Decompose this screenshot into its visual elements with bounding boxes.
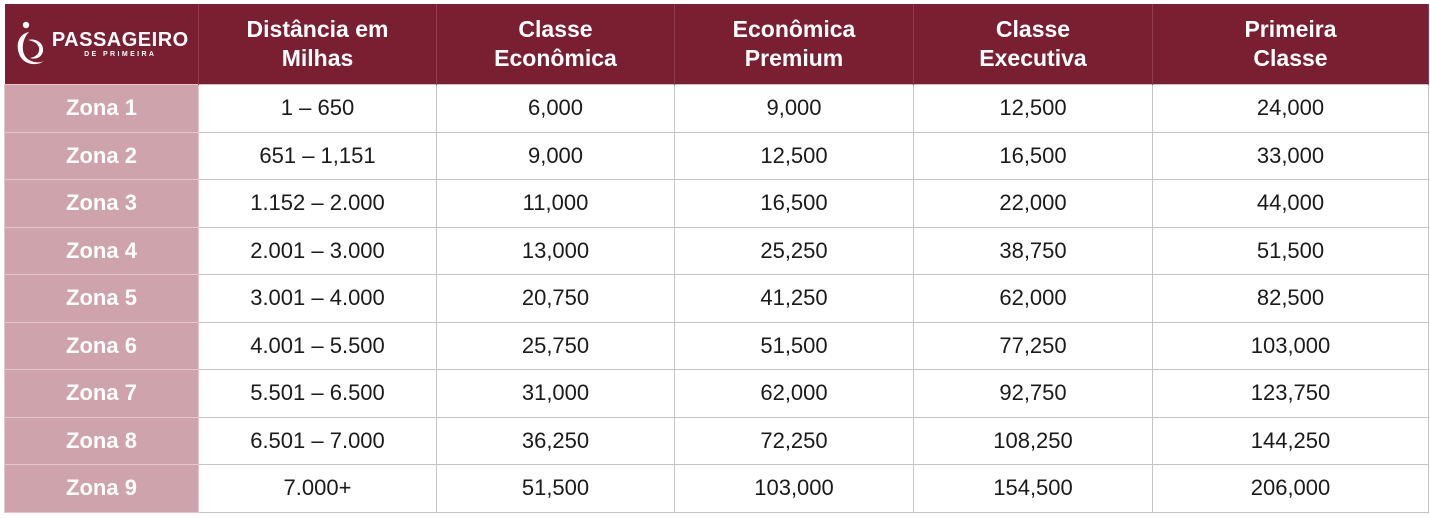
premium-economy-cell: 25,250 (674, 226, 914, 275)
zone-label: Zona 1 (4, 84, 199, 133)
brand-name: PASSAGEIRO (51, 28, 189, 51)
zone-label: Zona 4 (4, 226, 199, 275)
distance-cell: 1 – 650 (198, 84, 437, 133)
business-cell: 154,500 (913, 464, 1153, 513)
first-class-cell: 123,750 (1152, 369, 1429, 418)
distance-cell: 2.001 – 3.000 (198, 226, 437, 275)
economy-cell: 13,000 (436, 226, 675, 275)
column-header-line: Classe (518, 16, 593, 42)
economy-cell: 6,000 (436, 84, 675, 133)
economy-cell: 36,250 (436, 416, 675, 465)
economy-cell: 51,500 (436, 464, 675, 513)
premium-economy-cell: 103,000 (674, 464, 914, 513)
first-class-cell: 44,000 (1152, 179, 1429, 228)
column-header-line: Classe (1253, 45, 1328, 71)
business-cell: 22,000 (913, 179, 1153, 228)
distance-cell: 651 – 1,151 (198, 131, 437, 180)
business-cell: 77,250 (913, 321, 1153, 370)
zone-label: Zona 9 (4, 464, 199, 513)
premium-economy-cell: 9,000 (674, 84, 914, 133)
economy-cell: 11,000 (436, 179, 675, 228)
first-class-cell: 24,000 (1152, 84, 1429, 133)
economy-cell: 9,000 (436, 131, 675, 180)
table-row: Zona 3 1.152 – 2.000 11,000 16,500 22,00… (4, 179, 1429, 228)
column-header-line: Econômica (732, 16, 856, 42)
economy-cell: 20,750 (436, 274, 675, 323)
brand-wordmark: PASSAGEIRO DE PRIMEIRA (52, 30, 189, 59)
premium-economy-cell: 12,500 (674, 131, 914, 180)
column-header-line: Executiva (979, 45, 1087, 71)
column-header-premium-economy: Econômica Premium (674, 4, 914, 85)
economy-cell: 25,750 (436, 321, 675, 370)
column-header-line: Econômica (494, 45, 617, 71)
column-header-distance: Distância em Milhas (198, 4, 437, 85)
business-cell: 38,750 (913, 226, 1153, 275)
table-row: Zona 4 2.001 – 3.000 13,000 25,250 38,75… (4, 226, 1429, 275)
distance-cell: 1.152 – 2.000 (198, 179, 437, 228)
business-cell: 92,750 (913, 369, 1153, 418)
premium-economy-cell: 51,500 (674, 321, 914, 370)
zone-label: Zona 7 (4, 369, 199, 418)
premium-economy-cell: 41,250 (674, 274, 914, 323)
table-row: Zona 9 7.000+ 51,500 103,000 154,500 206… (4, 464, 1429, 513)
zone-label: Zona 5 (4, 274, 199, 323)
first-class-cell: 103,000 (1152, 321, 1429, 370)
zone-label: Zona 3 (4, 179, 199, 228)
table-header: PASSAGEIRO DE PRIMEIRA Distância em Milh… (4, 4, 1429, 85)
table-row: Zona 7 5.501 – 6.500 31,000 62,000 92,75… (4, 369, 1429, 418)
header-row: PASSAGEIRO DE PRIMEIRA Distância em Milh… (4, 4, 1429, 85)
table-row: Zona 5 3.001 – 4.000 20,750 41,250 62,00… (4, 274, 1429, 323)
table-row: Zona 2 651 – 1,151 9,000 12,500 16,500 3… (4, 131, 1429, 180)
distance-cell: 3.001 – 4.000 (198, 274, 437, 323)
distance-cell: 7.000+ (198, 464, 437, 513)
distance-cell: 5.501 – 6.500 (198, 369, 437, 418)
column-header-line: Milhas (281, 45, 354, 71)
zone-label: Zona 6 (4, 321, 199, 370)
brand-emblem-icon (17, 21, 44, 65)
column-header-first: Primeira Classe (1152, 4, 1429, 85)
business-cell: 108,250 (913, 416, 1153, 465)
table-row: Zona 6 4.001 – 5.500 25,750 51,500 77,25… (4, 321, 1429, 370)
premium-economy-cell: 72,250 (674, 416, 914, 465)
business-cell: 62,000 (913, 274, 1153, 323)
table-row: Zona 8 6.501 – 7.000 36,250 72,250 108,2… (4, 416, 1429, 465)
column-header-line: Premium (744, 45, 844, 71)
premium-economy-cell: 16,500 (674, 179, 914, 228)
column-header-line: Primeira (1244, 16, 1337, 42)
business-cell: 16,500 (913, 131, 1153, 180)
first-class-cell: 33,000 (1152, 131, 1429, 180)
distance-cell: 4.001 – 5.500 (198, 321, 437, 370)
first-class-cell: 51,500 (1152, 226, 1429, 275)
brand-logo-cell: PASSAGEIRO DE PRIMEIRA (4, 4, 199, 85)
award-table: PASSAGEIRO DE PRIMEIRA Distância em Milh… (4, 4, 1429, 513)
first-class-cell: 82,500 (1152, 274, 1429, 323)
zone-label: Zona 2 (4, 131, 199, 180)
first-class-cell: 144,250 (1152, 416, 1429, 465)
column-header-line: Classe (995, 16, 1071, 42)
business-cell: 12,500 (913, 84, 1153, 133)
table-body: Zona 1 1 – 650 6,000 9,000 12,500 24,000… (4, 84, 1429, 513)
first-class-cell: 206,000 (1152, 464, 1429, 513)
table-row: Zona 1 1 – 650 6,000 9,000 12,500 24,000 (4, 84, 1429, 133)
economy-cell: 31,000 (436, 369, 675, 418)
distance-cell: 6.501 – 7.000 (198, 416, 437, 465)
zone-label: Zona 8 (4, 416, 199, 465)
award-chart: PASSAGEIRO DE PRIMEIRA Distância em Milh… (4, 4, 1429, 514)
column-header-business: Classe Executiva (913, 4, 1153, 85)
premium-economy-cell: 62,000 (674, 369, 914, 418)
column-header-economy: Classe Econômica (436, 4, 675, 85)
brand-tagline: DE PRIMEIRA (84, 50, 157, 58)
brand-logo: PASSAGEIRO DE PRIMEIRA (5, 4, 199, 84)
column-header-line: Distância em (246, 16, 389, 42)
